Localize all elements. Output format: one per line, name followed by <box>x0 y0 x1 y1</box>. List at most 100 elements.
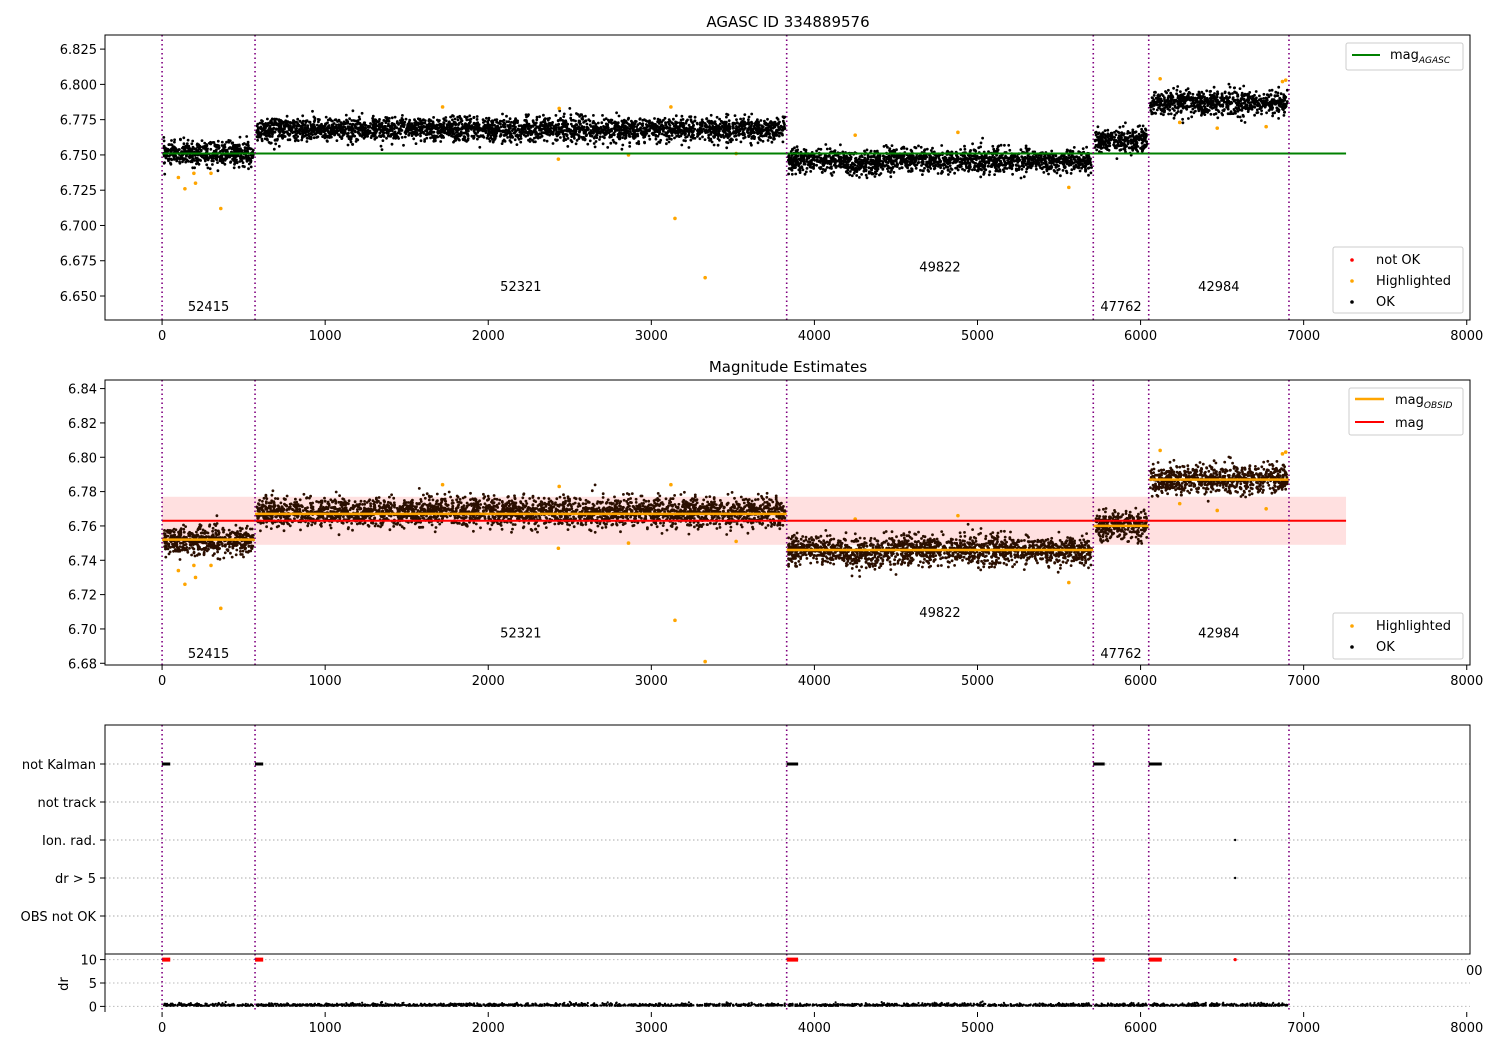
ok-point <box>519 137 523 140</box>
ok-point <box>178 161 182 165</box>
ok-point <box>312 136 316 140</box>
ok-point <box>972 154 975 158</box>
ok-point <box>862 169 866 173</box>
ok-point <box>320 122 323 126</box>
ok-point <box>834 165 838 169</box>
ok-point <box>266 138 269 142</box>
ok-point <box>242 142 246 145</box>
ok-point <box>725 115 728 119</box>
ok-point <box>783 115 787 119</box>
ok-point <box>1072 146 1076 149</box>
ok-point <box>308 120 311 124</box>
ok-point <box>493 127 497 131</box>
ok-point <box>1023 156 1027 160</box>
ok-point <box>515 133 519 137</box>
ok-point <box>884 159 888 163</box>
ok-point <box>223 162 227 166</box>
ok-point <box>256 126 260 129</box>
ok-point <box>698 123 702 127</box>
ok-point <box>478 145 482 149</box>
ok-point <box>326 121 329 125</box>
ok-point <box>1029 166 1033 170</box>
ok-point <box>1008 166 1012 170</box>
ok-point <box>783 123 786 126</box>
ok-point <box>216 169 220 173</box>
ok-point <box>275 138 279 142</box>
ok-point <box>700 130 703 134</box>
ok-point <box>682 139 686 142</box>
ok-point <box>279 120 283 124</box>
ok-point <box>490 119 493 123</box>
ok-point <box>491 129 494 133</box>
ok-point <box>245 146 249 150</box>
ok-point <box>515 143 519 147</box>
ok-point <box>921 169 924 173</box>
ok-point <box>392 127 396 130</box>
ok-point <box>418 125 422 129</box>
ok-point <box>505 114 508 118</box>
ok-point <box>576 126 580 130</box>
ok-point <box>189 155 193 159</box>
ok-point <box>532 130 536 134</box>
ok-point <box>423 121 427 125</box>
ok-point <box>974 162 978 165</box>
ok-point <box>733 114 737 117</box>
ok-point <box>535 131 538 135</box>
ok-point <box>498 134 502 138</box>
ok-point <box>615 111 618 115</box>
ok-point <box>497 121 501 125</box>
ok-point <box>887 154 891 158</box>
ok-point <box>686 118 689 122</box>
ok-point <box>707 128 711 132</box>
ok-point <box>373 118 377 121</box>
ok-point <box>184 160 188 164</box>
ok-point <box>676 134 680 137</box>
ok-point <box>528 140 532 143</box>
ok-point <box>500 142 504 146</box>
ok-point <box>1057 167 1061 171</box>
ok-point <box>886 145 889 149</box>
ok-point <box>750 112 754 116</box>
ok-point <box>907 169 911 173</box>
ok-point <box>1043 159 1047 163</box>
ok-point <box>932 159 936 162</box>
ok-point <box>862 158 866 162</box>
ok-point <box>1034 162 1038 166</box>
ok-point <box>244 155 248 159</box>
ok-point <box>820 170 824 174</box>
ok-point <box>260 132 264 136</box>
ok-point <box>1020 167 1024 171</box>
ok-point <box>185 154 188 158</box>
ok-point <box>380 148 384 152</box>
ok-point <box>296 139 300 143</box>
ok-point <box>184 144 188 148</box>
ok-point <box>717 133 721 137</box>
ok-point <box>875 149 879 153</box>
ok-point <box>476 137 479 141</box>
ok-point <box>630 119 633 123</box>
ok-point <box>462 131 466 135</box>
ok-point <box>432 116 435 119</box>
ok-point <box>815 163 818 167</box>
ok-point <box>614 141 618 145</box>
ok-point <box>185 158 189 162</box>
ok-point <box>333 118 337 122</box>
ok-point <box>458 138 461 142</box>
ok-point <box>995 169 999 173</box>
ok-point <box>771 131 775 135</box>
ok-point <box>1005 167 1009 170</box>
ok-point <box>931 146 934 150</box>
ok-point <box>247 167 250 171</box>
ok-point <box>693 115 697 119</box>
ok-point <box>747 118 750 122</box>
ok-point <box>386 119 390 122</box>
ok-point <box>298 124 302 128</box>
ok-point <box>300 130 304 134</box>
ok-point <box>209 142 213 146</box>
ok-point <box>978 160 982 164</box>
ok-point <box>896 163 899 166</box>
ok-point <box>707 119 711 123</box>
ok-point <box>1056 160 1060 164</box>
ok-point <box>713 131 716 135</box>
ok-point <box>415 127 419 130</box>
